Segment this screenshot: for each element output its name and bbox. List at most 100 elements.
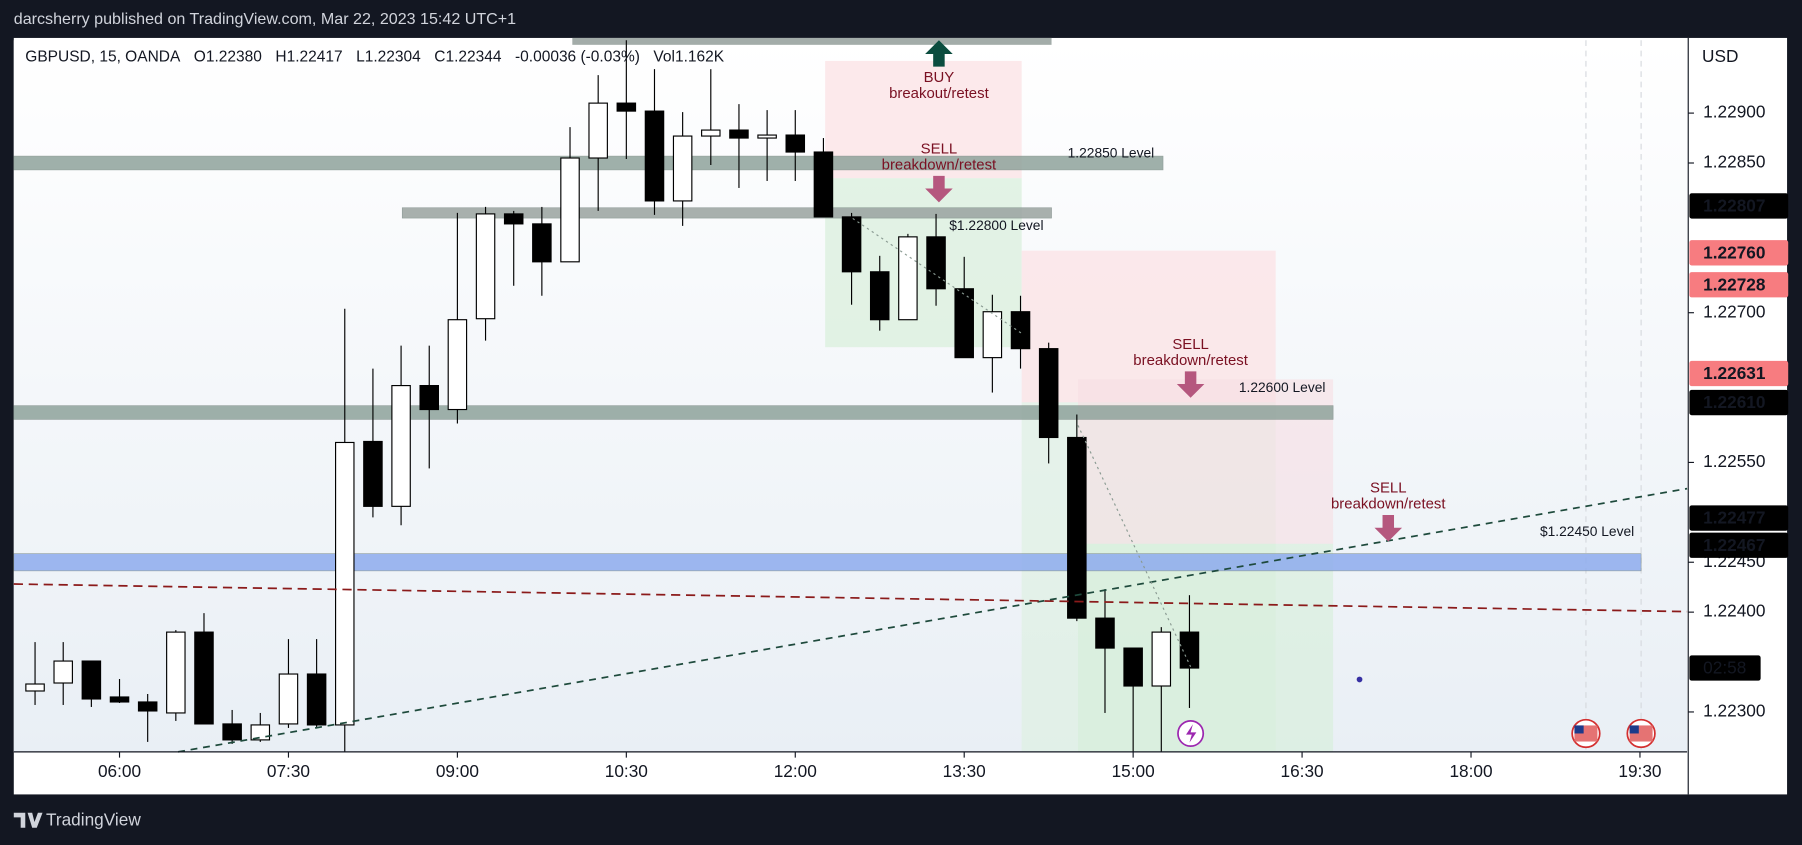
arrow-down: [1374, 515, 1403, 542]
candle-body: [278, 673, 299, 725]
y-tick-label: 1.22900: [1703, 102, 1765, 122]
annotations: BUYbreakout/retestSELLbreakdown/retestSE…: [882, 40, 1446, 542]
x-tick-label: 07:30: [267, 761, 310, 781]
ohlc: C1.22344: [434, 49, 502, 66]
y-tick-label: 1.22400: [1703, 601, 1765, 621]
x-tick-label: 12:00: [774, 761, 817, 781]
arrow-down: [1176, 371, 1205, 398]
price-label: 1.22807: [1703, 196, 1765, 216]
candle-body: [869, 271, 890, 321]
candle-body: [166, 631, 186, 714]
arrow-up: [925, 40, 953, 67]
flag-icon[interactable]: [1626, 718, 1656, 749]
x-tick-label: 15:00: [1112, 761, 1155, 781]
y-tick-label: 1.22850: [1703, 152, 1765, 172]
level-band: [13, 155, 1164, 171]
price-label-box: [1689, 505, 1789, 531]
annotation-sub: breakout/retest: [889, 85, 989, 102]
ohlc: L1.22304: [356, 49, 421, 66]
x-tick-label: 19:30: [1618, 761, 1661, 781]
candle-body: [1151, 631, 1172, 687]
price-label: 1.22467: [1703, 535, 1765, 555]
levels: 1.22850 Level $1.22800 Level 1.22600 Level…: [13, 146, 1642, 572]
candle-body: [306, 673, 327, 726]
x-tick-label: 13:30: [943, 761, 986, 781]
candle-body: [447, 319, 468, 411]
level-label: $1.22800 Level: [949, 218, 1043, 233]
risk-zone: [1021, 250, 1276, 403]
candle-body: [250, 724, 271, 741]
candles: [25, 40, 1200, 752]
brand-name: TradingView: [46, 809, 141, 829]
lightning: [1186, 724, 1197, 743]
countdown-box: [1689, 655, 1761, 681]
price-label-box: [1689, 360, 1789, 387]
candle-body: [644, 110, 665, 202]
candle-body: [672, 135, 693, 202]
price-label-box: [1689, 193, 1789, 219]
candle-body: [503, 213, 524, 225]
x-tick-label: 18:00: [1449, 761, 1492, 781]
x-tick-label: 09:00: [436, 761, 479, 781]
ohlc: H1.22417: [275, 49, 342, 66]
candle-body: [109, 696, 130, 703]
price-label-box: [1689, 272, 1789, 298]
reward-zone: [1077, 543, 1334, 752]
candle-body: [1179, 631, 1200, 669]
candle-body: [813, 151, 834, 218]
symbol: GBPUSD, 15, OANDA: [25, 49, 181, 66]
ohlc: O1.22380: [194, 49, 262, 66]
candle-body: [391, 385, 411, 507]
candle-body: [785, 134, 806, 153]
level-band: [13, 405, 1334, 420]
candle-body: [926, 236, 946, 290]
candle-body: [137, 701, 158, 712]
annotation-title: BUY: [924, 69, 955, 86]
candle-body: [1010, 311, 1031, 350]
candle-body: [363, 440, 383, 507]
level-band: [401, 207, 1052, 219]
arrow-down: [925, 175, 953, 203]
price-label: 1.22610: [1703, 392, 1765, 412]
x-tick-label: 16:30: [1281, 761, 1324, 781]
publisher: darcsherry published on TradingView.com,…: [14, 10, 516, 28]
drawings: [13, 217, 1688, 753]
candle-body: [81, 660, 102, 700]
candle-body: [701, 129, 721, 137]
candle-body: [532, 223, 552, 263]
price-label-box: [1689, 389, 1789, 416]
flag-icon[interactable]: [1571, 718, 1601, 749]
candle-body: [194, 631, 214, 725]
candle-body: [475, 213, 496, 320]
level-label: $1.22450 Level: [1540, 524, 1634, 539]
level-label: 1.22850 Level: [1068, 146, 1155, 161]
candle-body: [25, 683, 45, 692]
volume: Vol1.162K: [653, 49, 724, 66]
guide-line: [1077, 425, 1192, 668]
candle-body: [53, 660, 73, 684]
annotation-title: SELL: [921, 140, 958, 157]
price-labels: 1.22807 1.22760 1.22728 1.22631 1.22610 1.224…: [1689, 193, 1789, 681]
price-label-box: [1689, 240, 1789, 266]
price-label: 1.22631: [1703, 363, 1766, 383]
change: -0.00036 (-0.03%): [515, 49, 640, 66]
candle-body: [898, 236, 918, 321]
x-tick-label: 06:00: [98, 761, 141, 781]
top-bar: [572, 37, 1052, 45]
brand: TradingView: [13, 809, 141, 829]
currency[interactable]: USD: [1702, 46, 1738, 66]
legend: GBPUSD, 15, OANDA O1.22380 H1.22417 L1.2…: [25, 49, 724, 66]
axes: 1.229001.228501.227001.225501.224501.224…: [98, 102, 1766, 781]
annotation-title: SELL: [1172, 336, 1209, 353]
x-tick-label: 10:30: [605, 761, 648, 781]
annotation-sub: breakdown/retest: [1331, 496, 1446, 513]
candle-body: [1038, 348, 1059, 439]
level-label: 1.22600 Level: [1239, 380, 1326, 395]
candle-body: [757, 134, 777, 139]
annotation-sub: breakdown/retest: [882, 157, 997, 174]
flag-canton: [1574, 725, 1584, 734]
candle-body: [841, 216, 862, 273]
price-label: 1.22728: [1703, 274, 1766, 294]
